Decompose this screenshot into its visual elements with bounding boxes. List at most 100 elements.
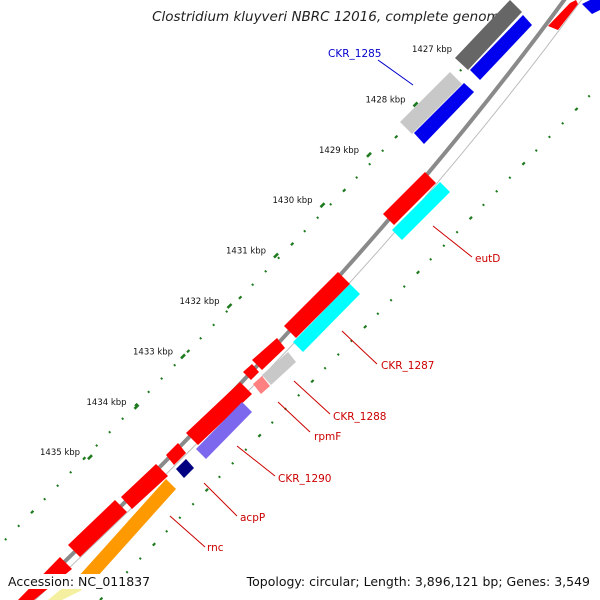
- tick-mark: [521, 161, 526, 166]
- tick-mark: [30, 510, 35, 514]
- tick-mark: [134, 402, 139, 407]
- tick-mark: [455, 230, 459, 234]
- gene-feature-top-light[interactable]: [400, 72, 462, 134]
- tick-mark: [257, 433, 262, 438]
- tick-mark: [389, 298, 393, 302]
- scale-label: 1428 kbp: [366, 95, 406, 105]
- tick-mark: [251, 283, 255, 287]
- tick-mark: [329, 202, 333, 206]
- gene-feature-1288-red[interactable]: [252, 338, 285, 370]
- gene-label-ckr_1288[interactable]: CKR_1288: [333, 411, 386, 423]
- tick-mark: [121, 417, 125, 421]
- kbp-scale: 1427 kbp 1428 kbp 1429 kbp 1430 kbp 1431 kbp…: [40, 45, 465, 461]
- accession-text: Accession: NC_011837: [8, 574, 151, 589]
- gene-feature-1287-red[interactable]: [383, 172, 436, 225]
- tick-mark: [147, 390, 151, 394]
- leader-CKR_1287: [341, 330, 378, 365]
- tick-mark: [587, 94, 591, 98]
- tick-mark: [152, 542, 156, 547]
- tick-mark: [138, 557, 142, 560]
- tick-mark: [459, 68, 463, 72]
- tick-mark: [186, 349, 191, 354]
- gene-feature-1287-cyan[interactable]: [293, 284, 360, 352]
- tick-mark: [297, 393, 301, 397]
- tick-mark: [290, 242, 295, 246]
- tick-mark: [402, 285, 406, 288]
- tick-mark: [342, 188, 347, 193]
- tick-mark: [238, 295, 243, 300]
- tick-mark: [43, 497, 47, 501]
- tick-mark: [303, 229, 307, 233]
- map-title: Clostridium kluyveri NBRC 12016, complet…: [152, 9, 508, 25]
- tick-mark: [442, 244, 446, 248]
- tick-mark: [69, 470, 73, 474]
- tick-mark: [218, 475, 221, 479]
- tick-mark: [574, 107, 579, 112]
- tick-mark: [108, 430, 112, 434]
- tick-mark: [534, 149, 538, 152]
- leader-CKR_1288: [293, 380, 331, 415]
- gene-label-eutd[interactable]: eutD: [475, 253, 500, 265]
- tick-mark: [82, 456, 87, 461]
- gene-label-ckr_1287[interactable]: CKR_1287: [381, 360, 434, 372]
- genome-summary-text: Topology: circular; Length: 3,896,121 bp…: [246, 574, 590, 589]
- tick-mark: [561, 121, 565, 125]
- tick-mark: [17, 524, 21, 528]
- gene-feature-1288-gray[interactable]: [262, 352, 296, 385]
- tick-mark: [355, 176, 359, 179]
- label-leaders: [169, 59, 473, 548]
- tick-mark: [548, 135, 551, 139]
- tick-mark: [468, 216, 473, 220]
- tick-mark: [199, 336, 203, 340]
- tick-mark: [394, 134, 399, 139]
- scale-label: 1434 kbp: [87, 398, 127, 408]
- scale-label: 1427 kbp: [412, 45, 452, 55]
- gene-feature-1285-blue[interactable]: [414, 83, 474, 144]
- tick-mark: [204, 488, 209, 492]
- major-tick-mark: [87, 454, 93, 461]
- tick-mark: [310, 379, 315, 384]
- gene-feature-1290-red[interactable]: [186, 382, 252, 445]
- gene-feature-1290-slate[interactable]: [196, 402, 252, 459]
- leader-acpP: [203, 482, 238, 517]
- gene-feature-top-dark[interactable]: [455, 0, 522, 70]
- tick-mark: [363, 324, 368, 329]
- gene-feature-rnc-orange[interactable]: [78, 479, 176, 587]
- tick-mark: [323, 366, 327, 370]
- gene-feature-rpmF-pink[interactable]: [253, 376, 270, 394]
- gene-feature-acpP-red[interactable]: [166, 443, 186, 465]
- gene-feature-rpmF-red[interactable]: [243, 364, 259, 380]
- tick-mark: [160, 377, 164, 380]
- tick-mark: [336, 353, 340, 356]
- scale-label: 1432 kbp: [180, 297, 220, 307]
- gene-feature-corner-blue[interactable]: [582, 0, 600, 14]
- major-tick-mark: [180, 353, 186, 360]
- gene-label-ckr_1290[interactable]: CKR_1290: [278, 473, 331, 485]
- leader-CKR_1285: [377, 59, 414, 86]
- gene-label-rnc[interactable]: rnc: [207, 542, 224, 554]
- tick-mark: [95, 444, 99, 447]
- gene-feature-1287b-red[interactable]: [284, 272, 350, 338]
- gene-label-acpp[interactable]: acpP: [240, 512, 265, 524]
- gene-feature-lower-red[interactable]: [68, 500, 127, 557]
- tick-mark: [178, 516, 182, 520]
- leader-eutD: [432, 225, 473, 258]
- gene-label-ckr_1285[interactable]: CKR_1285: [328, 48, 381, 60]
- tick-mark: [482, 203, 485, 207]
- gene-feature-top-blue[interactable]: [470, 15, 532, 80]
- major-tick-mark: [412, 101, 419, 108]
- gene-feature-corner-red[interactable]: [548, 0, 578, 30]
- gene-feature-acpP-navy[interactable]: [176, 459, 194, 478]
- tick-mark: [381, 149, 385, 153]
- tick-mark: [264, 269, 268, 273]
- reverse-strand-features: [48, 15, 532, 600]
- gene-feature-eutD-cyan[interactable]: [392, 182, 450, 240]
- gene-label-rpmf[interactable]: rpmF: [314, 431, 341, 443]
- gene-feature-rnc-red[interactable]: [121, 464, 168, 509]
- scale-label: 1431 kbp: [226, 247, 266, 257]
- tick-mark: [231, 461, 235, 465]
- major-tick-mark: [273, 252, 279, 259]
- tick-mark: [316, 216, 320, 220]
- tick-mark: [225, 310, 229, 313]
